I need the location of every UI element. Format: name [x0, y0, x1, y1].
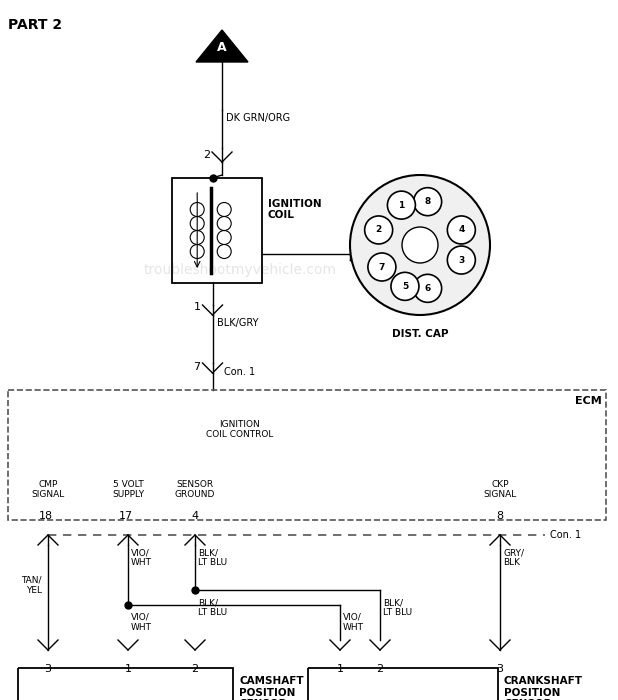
- Text: BLK/
LT BLU: BLK/ LT BLU: [198, 548, 227, 568]
- Text: CRANKSHAFT
POSITION
SENSOR: CRANKSHAFT POSITION SENSOR: [504, 676, 583, 700]
- Text: 2: 2: [192, 664, 198, 674]
- Polygon shape: [196, 30, 248, 62]
- Circle shape: [447, 246, 475, 274]
- Text: IGNITION
COIL: IGNITION COIL: [268, 199, 321, 220]
- Text: 2: 2: [376, 225, 382, 234]
- Text: 4: 4: [192, 511, 198, 521]
- Bar: [8, 390, 606, 520]
- Text: Con. 1: Con. 1: [224, 367, 256, 377]
- Text: 3: 3: [44, 664, 51, 674]
- Bar: [18, 668, 233, 700]
- Text: ECM: ECM: [575, 396, 602, 406]
- Text: Con. 1: Con. 1: [550, 530, 581, 540]
- Text: GRY/
BLK: GRY/ BLK: [503, 548, 524, 568]
- Text: DK GRN/ORG: DK GRN/ORG: [226, 113, 290, 123]
- Circle shape: [402, 227, 438, 263]
- Text: BLK/
LT BLU: BLK/ LT BLU: [383, 598, 412, 617]
- Text: CMP
SIGNAL: CMP SIGNAL: [32, 480, 65, 499]
- Text: 1: 1: [193, 302, 200, 312]
- Text: BLK/
LT BLU: BLK/ LT BLU: [198, 598, 227, 617]
- Text: VIO/
WHT: VIO/ WHT: [343, 613, 364, 632]
- Text: A: A: [217, 41, 227, 54]
- Text: IGNITION
COIL CONTROL: IGNITION COIL CONTROL: [206, 420, 274, 440]
- Text: CAMSHAFT
POSITION
SENSOR: CAMSHAFT POSITION SENSOR: [239, 676, 303, 700]
- Text: 2: 2: [203, 150, 210, 160]
- Text: 3: 3: [458, 256, 465, 265]
- Circle shape: [447, 216, 475, 244]
- Circle shape: [368, 253, 396, 281]
- Text: CKP
SIGNAL: CKP SIGNAL: [483, 480, 517, 499]
- Text: 1: 1: [124, 664, 132, 674]
- Bar: [172, 178, 262, 283]
- Text: 17: 17: [119, 511, 133, 521]
- Text: VIO/
WHT: VIO/ WHT: [131, 613, 152, 632]
- Text: 8: 8: [496, 511, 504, 521]
- Circle shape: [365, 216, 392, 244]
- Text: TAN/
YEL: TAN/ YEL: [22, 575, 42, 595]
- Text: BLK/GRY: BLK/GRY: [216, 318, 258, 328]
- Circle shape: [413, 274, 442, 302]
- Text: 7: 7: [379, 262, 385, 272]
- Text: 6: 6: [425, 284, 431, 293]
- Circle shape: [413, 188, 442, 216]
- Text: 1: 1: [398, 201, 405, 209]
- Text: 7: 7: [193, 362, 200, 372]
- Circle shape: [350, 175, 490, 315]
- Text: 1: 1: [336, 664, 344, 674]
- Bar: [308, 668, 498, 700]
- Text: SENSOR
GROUND: SENSOR GROUND: [175, 480, 215, 499]
- Text: 18: 18: [39, 511, 53, 521]
- Text: PART 2: PART 2: [8, 18, 62, 32]
- Text: VIO/
WHT: VIO/ WHT: [131, 548, 152, 568]
- Text: 3: 3: [496, 664, 504, 674]
- Text: 5 VOLT
SUPPLY: 5 VOLT SUPPLY: [112, 480, 144, 499]
- Text: 5: 5: [402, 282, 408, 290]
- Text: troubleshootmyvehicle.com: troubleshootmyvehicle.com: [143, 263, 336, 277]
- Text: 2: 2: [376, 664, 384, 674]
- Text: 4: 4: [458, 225, 465, 234]
- Text: DIST. CAP: DIST. CAP: [392, 329, 448, 339]
- Circle shape: [387, 191, 415, 219]
- Text: 8: 8: [425, 197, 431, 206]
- Circle shape: [391, 272, 419, 300]
